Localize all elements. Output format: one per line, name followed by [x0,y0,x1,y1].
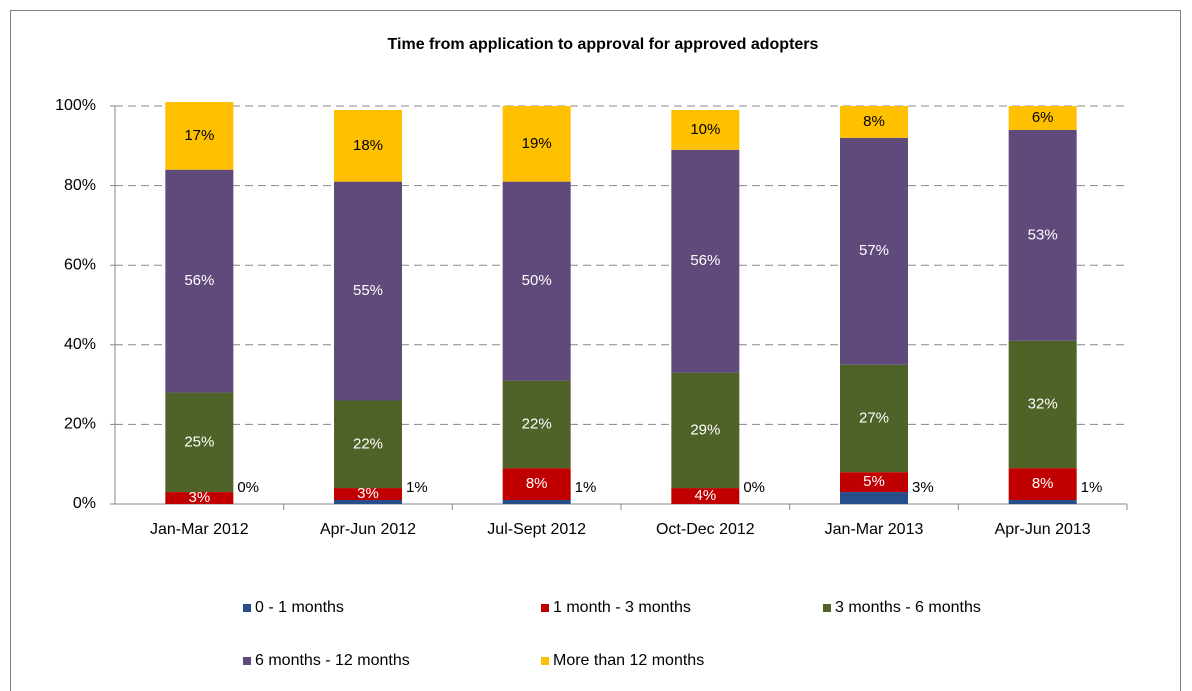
y-tick-label: 40% [64,336,96,353]
data-label: 27% [859,409,889,426]
bar-segment [671,149,740,373]
bar-segment [502,106,571,182]
data-label: 22% [522,415,552,432]
data-label: 25% [184,433,214,450]
bar-segment [502,500,571,504]
bar-segment [1008,500,1077,504]
data-label: 1% [1081,479,1103,496]
data-label: 8% [863,113,885,130]
bar-segment [840,472,908,493]
data-label: 0% [237,479,259,496]
y-tick-label: 60% [64,256,96,273]
bar-segment [502,380,571,469]
bar-segment [1008,340,1077,469]
data-label: 0% [743,479,765,496]
y-tick-label: 20% [64,416,96,433]
legend-label: 3 months - 6 months [835,599,981,616]
bar-segment [840,492,908,504]
data-label: 5% [863,473,885,490]
bar-segment [165,102,234,170]
bar-segment [840,364,908,473]
data-label: 8% [1032,475,1054,492]
data-label: 57% [859,242,889,259]
data-label: 3% [188,489,210,506]
bar-segment [671,488,740,504]
data-label: 3% [912,479,934,496]
data-label: 17% [184,127,214,144]
data-label: 18% [353,137,383,154]
legend-label: 0 - 1 months [255,599,344,616]
bar-segment [1008,468,1077,501]
x-tick-label: Oct-Dec 2012 [656,521,755,538]
legend-label: 6 months - 12 months [255,652,410,669]
data-label: 10% [690,121,720,138]
bar-segment [671,372,740,489]
y-tick-label: 0% [73,495,96,512]
bar-segment [334,109,402,182]
y-tick-label: 100% [55,97,96,114]
data-label: 55% [353,282,383,299]
bar-segment [502,468,571,501]
data-label: 8% [526,475,548,492]
bar-segment [840,137,908,365]
legend-swatch [541,604,549,612]
data-label: 19% [522,135,552,152]
data-label: 50% [522,272,552,289]
bar-segment [165,492,234,504]
bar-segment [1008,106,1077,130]
data-label: 1% [406,479,428,496]
data-label: 32% [1028,395,1058,412]
bar-segment [165,169,234,393]
legend-swatch [243,657,251,665]
x-tick-label: Jan-Mar 2013 [825,521,924,538]
bar-segment [1008,129,1077,341]
legend-swatch [823,604,831,612]
data-label: 56% [184,272,214,289]
x-tick-label: Apr-Jun 2013 [995,521,1091,538]
data-label: 1% [575,479,597,496]
data-label: 3% [357,485,379,502]
legend-swatch [541,657,549,665]
bar-segment [671,109,740,150]
legend-swatch [243,604,251,612]
data-label: 4% [694,487,716,504]
bar-segment [165,392,234,493]
bar-segment [840,106,908,138]
x-tick-label: Apr-Jun 2012 [320,521,416,538]
bar-segment [334,181,402,401]
legend-label: 1 month - 3 months [553,599,691,616]
legend-label: More than 12 months [553,652,704,669]
bar-segment [334,400,402,489]
data-label: 53% [1028,226,1058,243]
x-tick-label: Jan-Mar 2012 [150,521,249,538]
bar-segment [334,488,402,501]
y-tick-label: 80% [64,177,96,194]
chart-title: Time from application to approval for ap… [388,36,819,53]
data-label: 6% [1032,109,1054,126]
data-label: 22% [353,435,383,452]
data-label: 29% [690,421,720,438]
bar-segment [502,181,571,381]
data-label: 56% [690,252,720,269]
x-tick-label: Jul-Sept 2012 [487,521,586,538]
bar-segment [334,500,402,504]
